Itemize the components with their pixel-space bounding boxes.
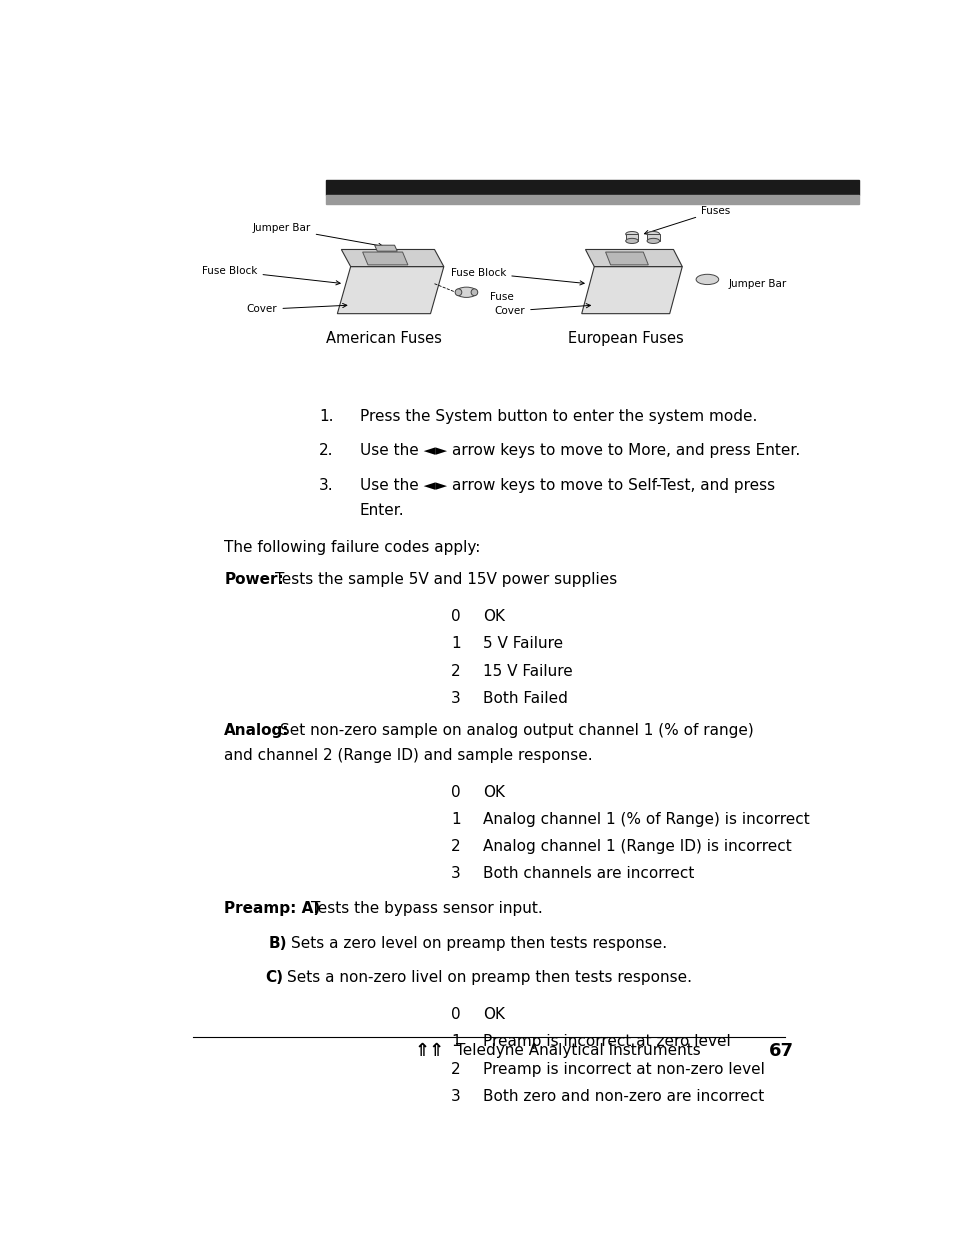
Text: Sets a zero level on preamp then tests response.: Sets a zero level on preamp then tests r… (291, 935, 666, 951)
Text: Use the ◄► arrow keys to move to More, and press Enter.: Use the ◄► arrow keys to move to More, a… (359, 443, 799, 458)
Ellipse shape (471, 289, 477, 295)
Text: Preamp: A): Preamp: A) (224, 900, 320, 916)
Text: Fuse Block: Fuse Block (202, 266, 340, 285)
Text: Fuse Block: Fuse Block (451, 268, 583, 285)
Text: 2: 2 (451, 839, 460, 855)
Polygon shape (341, 249, 443, 267)
Ellipse shape (625, 238, 638, 243)
Bar (326, 180, 858, 195)
Text: Analog channel 1 (Range ID) is incorrect: Analog channel 1 (Range ID) is incorrect (482, 839, 791, 855)
Text: Power:: Power: (224, 572, 284, 587)
Text: Teledyne Analytical Instruments: Teledyne Analytical Instruments (456, 1044, 700, 1058)
Text: Tests the bypass sensor input.: Tests the bypass sensor input. (311, 900, 542, 916)
Text: Preamp is incorrect at zero level: Preamp is incorrect at zero level (482, 1035, 730, 1050)
Polygon shape (337, 267, 443, 314)
Text: Jumper Bar: Jumper Bar (728, 279, 786, 289)
Polygon shape (605, 252, 648, 264)
Text: 2.: 2. (319, 443, 334, 458)
Ellipse shape (646, 231, 659, 237)
Text: American Fuses: American Fuses (326, 331, 441, 346)
Text: European Fuses: European Fuses (567, 331, 683, 346)
Text: Sets a non-zero livel on preamp then tests response.: Sets a non-zero livel on preamp then tes… (287, 971, 691, 986)
Text: 1: 1 (451, 811, 460, 827)
Polygon shape (581, 267, 681, 314)
Text: The following failure codes apply:: The following failure codes apply: (224, 540, 480, 555)
Text: 1: 1 (451, 1035, 460, 1050)
Text: OK: OK (482, 784, 504, 800)
Text: Fuses: Fuses (644, 206, 730, 235)
Ellipse shape (646, 238, 659, 243)
Text: Press the System button to enter the system mode.: Press the System button to enter the sys… (359, 409, 756, 424)
Text: 3.: 3. (318, 478, 334, 493)
Text: B): B) (269, 935, 287, 951)
Text: 0: 0 (451, 1008, 460, 1023)
Polygon shape (585, 249, 681, 267)
Bar (326, 195, 858, 204)
Text: OK: OK (482, 609, 504, 624)
Text: 0: 0 (451, 609, 460, 624)
Text: 2: 2 (451, 663, 460, 678)
Polygon shape (375, 246, 396, 251)
Ellipse shape (696, 274, 718, 284)
Bar (625, 235, 638, 241)
Text: 1.: 1. (319, 409, 334, 424)
Text: Fuse: Fuse (490, 291, 514, 301)
Polygon shape (362, 252, 408, 264)
Text: C): C) (265, 971, 283, 986)
Text: and channel 2 (Range ID) and sample response.: and channel 2 (Range ID) and sample resp… (224, 747, 592, 762)
Bar (646, 235, 659, 241)
Text: Both channels are incorrect: Both channels are incorrect (482, 866, 694, 882)
Text: 2: 2 (451, 1062, 460, 1077)
Text: Enter.: Enter. (359, 503, 404, 517)
Ellipse shape (456, 287, 476, 298)
Text: Analog:: Analog: (224, 722, 290, 737)
Text: Analog channel 1 (% of Range) is incorrect: Analog channel 1 (% of Range) is incorre… (482, 811, 809, 827)
Text: Preamp is incorrect at non-zero level: Preamp is incorrect at non-zero level (482, 1062, 764, 1077)
Text: Set non-zero sample on analog output channel 1 (% of range): Set non-zero sample on analog output cha… (280, 722, 754, 737)
Text: ⇑⇑: ⇑⇑ (415, 1041, 444, 1060)
Text: 0: 0 (451, 784, 460, 800)
Text: 1: 1 (451, 636, 460, 651)
Ellipse shape (455, 289, 461, 295)
Ellipse shape (625, 231, 638, 237)
Text: Cover: Cover (494, 304, 590, 316)
Text: Cover: Cover (247, 304, 347, 315)
Text: 3: 3 (451, 1089, 460, 1104)
Text: OK: OK (482, 1008, 504, 1023)
Text: Tests the sample 5V and 15V power supplies: Tests the sample 5V and 15V power suppli… (274, 572, 617, 587)
Text: 3: 3 (451, 866, 460, 882)
Text: Use the ◄► arrow keys to move to Self-Test, and press: Use the ◄► arrow keys to move to Self-Te… (359, 478, 774, 493)
Text: 15 V Failure: 15 V Failure (482, 663, 572, 678)
Text: Jumper Bar: Jumper Bar (253, 224, 382, 247)
Text: 5 V Failure: 5 V Failure (482, 636, 562, 651)
Text: 3: 3 (451, 690, 460, 705)
Text: Both Failed: Both Failed (482, 690, 567, 705)
Text: Both zero and non-zero are incorrect: Both zero and non-zero are incorrect (482, 1089, 763, 1104)
Text: 67: 67 (768, 1041, 793, 1060)
